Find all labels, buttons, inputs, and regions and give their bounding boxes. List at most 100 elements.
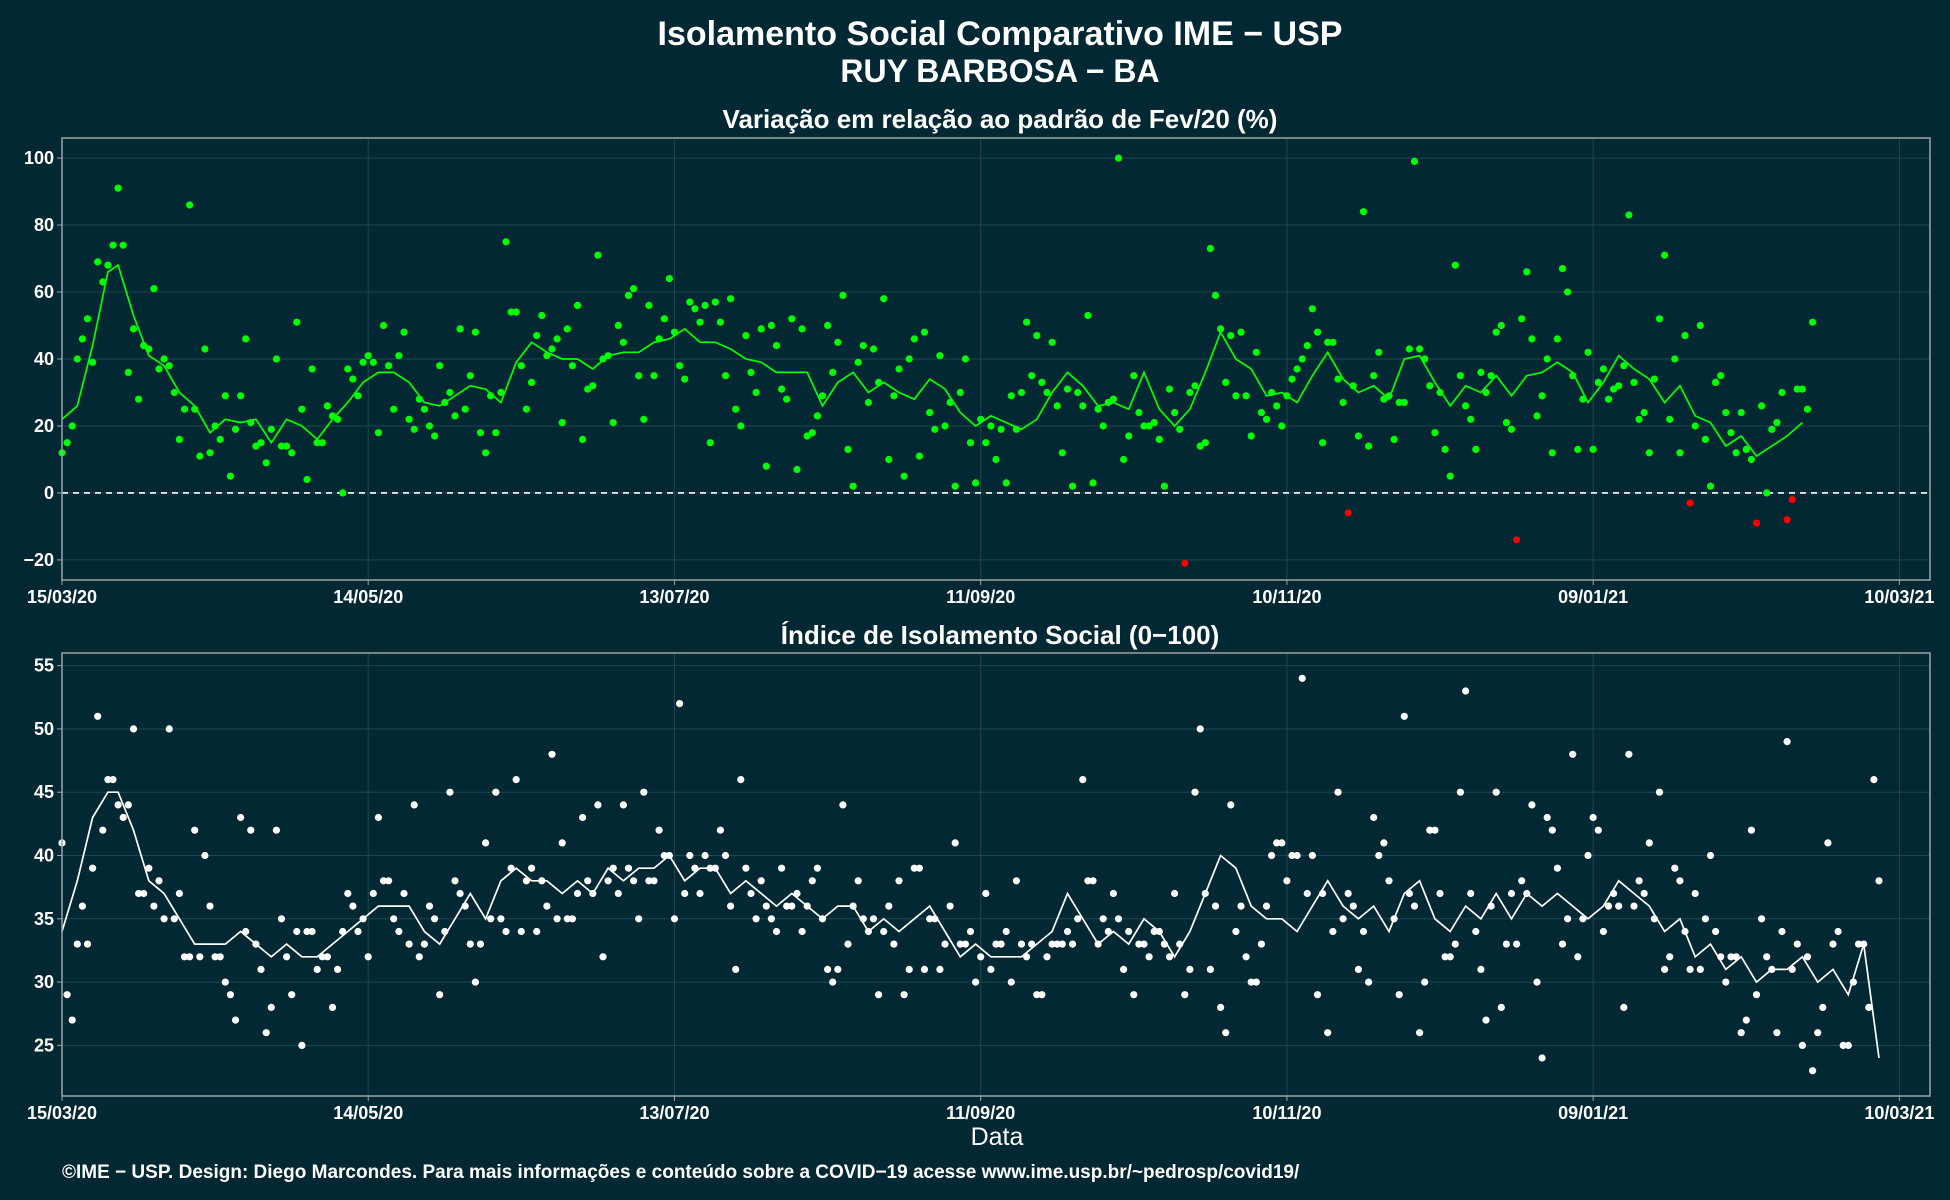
variation-positive-point — [528, 378, 536, 386]
index-data-point — [1737, 1029, 1745, 1037]
index-data-point — [1002, 927, 1010, 936]
variation-positive-point — [1732, 449, 1740, 457]
variation-positive-point — [73, 355, 81, 363]
index-data-point — [395, 927, 403, 936]
variation-positive-point — [660, 315, 668, 323]
index-data-point — [972, 978, 980, 986]
variation-positive-point — [1502, 419, 1510, 427]
index-data-point — [323, 953, 331, 961]
index-x-axis: 15/03/20 14/05/20 13/07/20 11/09/20 10/11/20… — [27, 1096, 1934, 1123]
index-data-point — [1370, 813, 1378, 822]
variation-positive-point — [451, 412, 459, 420]
index-data-point — [1701, 915, 1709, 923]
variation-positive-point — [1334, 375, 1342, 383]
index-data-point — [1089, 877, 1097, 885]
index-data-point — [379, 877, 388, 885]
variation-y-tick-label: 100 — [24, 148, 54, 168]
index-data-point — [476, 940, 485, 948]
variation-positive-point — [1329, 338, 1337, 346]
index-data-point — [1717, 953, 1725, 961]
index-data-point — [359, 915, 367, 923]
variation-positive-point — [1472, 445, 1480, 453]
index-data-point — [1181, 991, 1189, 999]
variation-positive-point — [1569, 372, 1577, 380]
variation-positive-point — [609, 419, 617, 427]
variation-positive-point — [1293, 365, 1301, 373]
index-data-point — [1150, 927, 1158, 936]
index-data-point — [609, 864, 617, 872]
variation-positive-point — [1298, 355, 1306, 363]
index-data-point — [1747, 826, 1755, 834]
index-data-point — [124, 801, 132, 809]
variation-positive-point — [553, 335, 561, 343]
index-data-point — [78, 902, 86, 910]
variation-positive-point — [119, 241, 127, 249]
variation-positive-point — [1349, 382, 1357, 390]
index-data-point — [721, 851, 730, 860]
variation-positive-point — [834, 338, 842, 346]
index-data-point — [1579, 915, 1587, 923]
variation-positive-point — [466, 372, 474, 380]
index-data-point — [1661, 965, 1669, 974]
variation-positive-point — [354, 392, 362, 400]
variation-positive-point — [696, 318, 704, 326]
index-data-point — [1405, 889, 1413, 898]
variation-positive-point — [655, 335, 663, 343]
variation-positive-point — [1630, 378, 1638, 386]
variation-positive-point — [359, 358, 367, 366]
variation-positive-point — [283, 442, 291, 450]
index-data-point — [1038, 991, 1046, 999]
index-data-point — [538, 877, 546, 885]
index-data-point — [83, 940, 92, 948]
index-data-point — [1196, 725, 1204, 733]
variation-positive-point — [487, 392, 495, 400]
variation-positive-point — [1538, 392, 1546, 400]
variation-positive-point — [410, 425, 418, 433]
variation-positive-point — [1069, 482, 1077, 490]
variation-positive-point — [568, 362, 577, 370]
variation-y-tick-label: 80 — [34, 215, 54, 235]
index-data-point — [1844, 1041, 1852, 1049]
variation-positive-point — [1533, 412, 1541, 420]
variation-positive-point — [63, 439, 71, 447]
variation-positive-point — [727, 295, 735, 303]
variation-positive-point — [956, 388, 964, 397]
index-data-point — [977, 953, 985, 961]
index-data-point — [303, 927, 311, 936]
variation-positive-point — [196, 452, 204, 460]
variation-positive-point — [1640, 409, 1648, 417]
variation-positive-point — [1385, 392, 1393, 400]
index-data-point — [1691, 889, 1699, 898]
variation-positive-point — [767, 321, 776, 330]
index-data-point — [94, 712, 102, 720]
variation-negative-point — [1752, 519, 1761, 527]
index-data-point — [946, 902, 954, 910]
variation-positive-point — [1160, 482, 1168, 490]
index-data-point — [543, 902, 551, 910]
index-data-point — [528, 864, 536, 872]
variation-positive-point — [1165, 385, 1174, 393]
variation-positive-point — [711, 298, 719, 306]
index-data-point — [1410, 902, 1419, 910]
variation-positive-point — [1380, 395, 1388, 403]
variation-x-tick-label: 13/07/20 — [639, 587, 709, 607]
variation-y-tick-label: −20 — [23, 550, 54, 570]
index-data-point — [1313, 991, 1322, 999]
index-x-tick-label: 10/11/20 — [1252, 1103, 1321, 1123]
variation-positive-point — [395, 352, 403, 360]
index-x-axis-title: Data — [971, 1123, 1024, 1151]
variation-positive-point — [1094, 405, 1102, 413]
index-data-point — [1528, 801, 1536, 809]
variation-positive-point — [1610, 385, 1618, 393]
variation-positive-point — [334, 415, 342, 423]
index-data-point — [1502, 940, 1510, 948]
index-y-tick-label: 30 — [34, 972, 54, 992]
index-data-point — [456, 889, 464, 898]
index-data-point — [497, 915, 505, 923]
index-data-point — [512, 776, 520, 784]
variation-positive-point — [1441, 445, 1449, 453]
index-data-point — [334, 965, 342, 974]
variation-positive-point — [1405, 345, 1413, 353]
footer-credit: ©IME − USP. Design: Diego Marcondes. Par… — [62, 1162, 1300, 1183]
index-data-point — [385, 877, 393, 885]
